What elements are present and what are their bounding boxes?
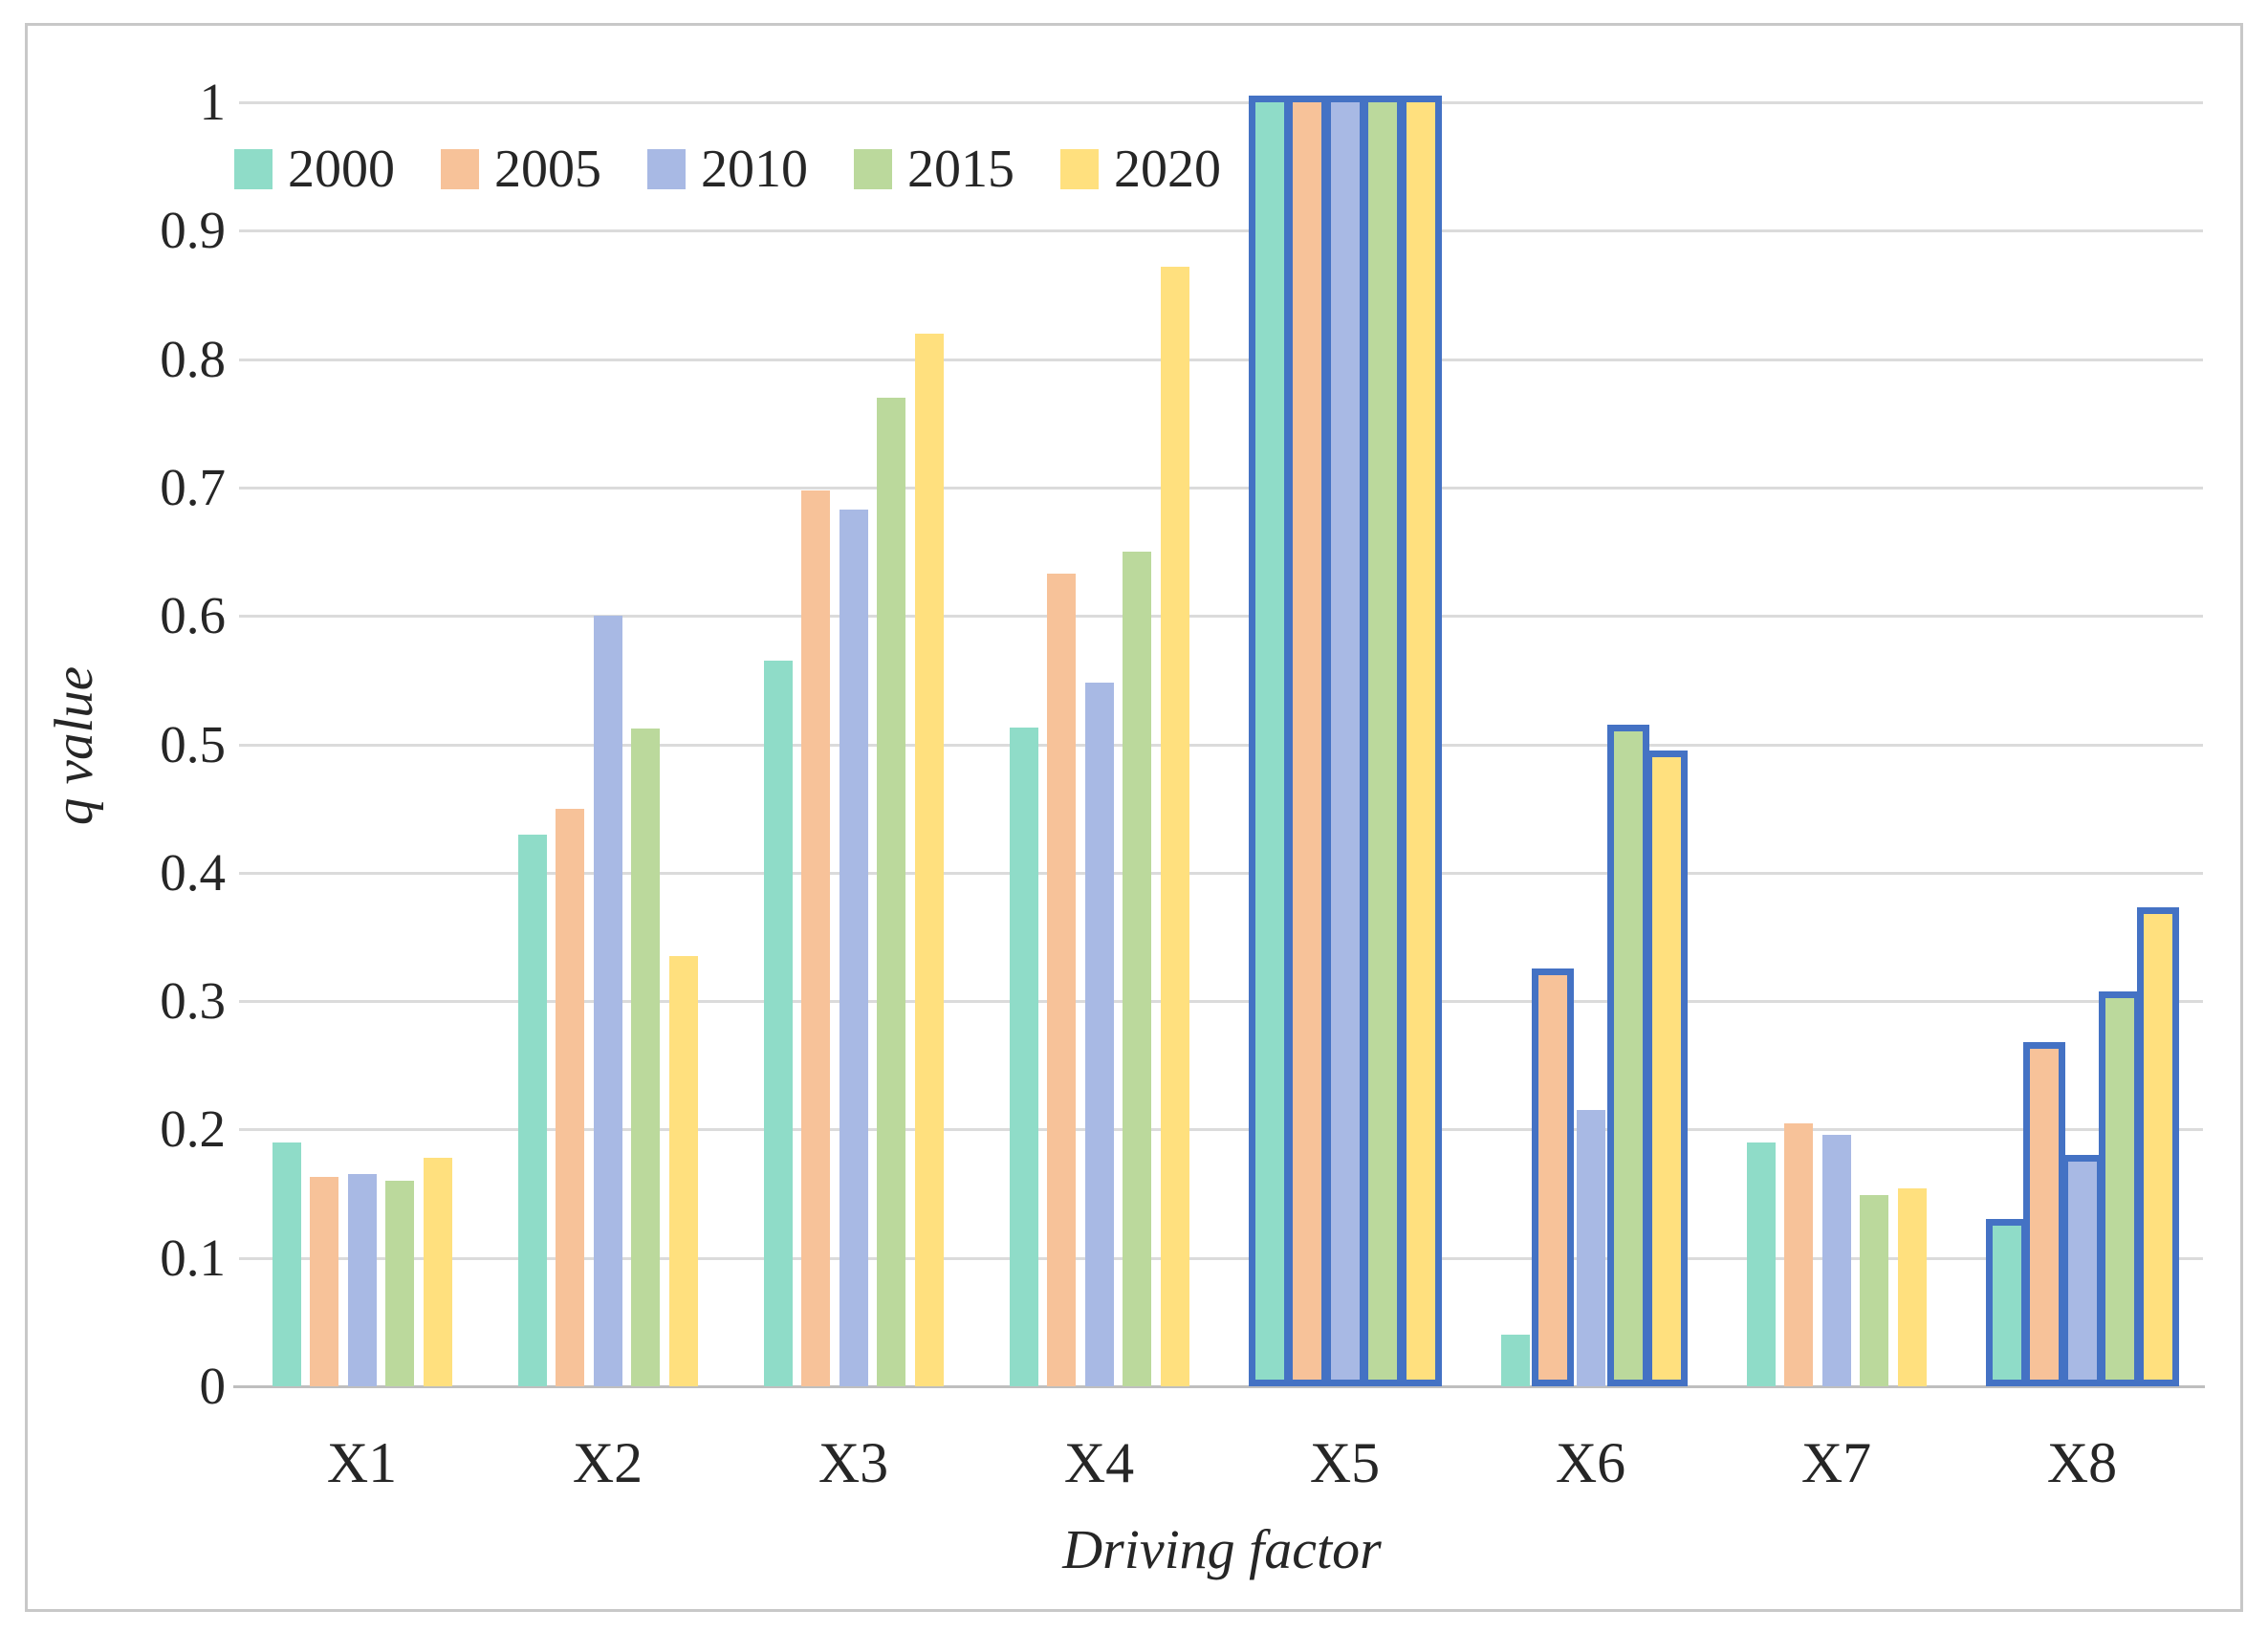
legend-swatch-2000 — [234, 149, 273, 189]
legend: 2000 2005 2010 2015 2020 — [234, 140, 1221, 199]
figure-frame — [25, 23, 2243, 1612]
legend-item-2000: 2000 — [234, 140, 395, 199]
x-axis-title: Driving factor — [1062, 1518, 1382, 1580]
legend-swatch-2020 — [1060, 149, 1099, 189]
legend-label-2005: 2005 — [494, 140, 601, 199]
y-axis-title: q value — [44, 665, 104, 826]
legend-item-2010: 2010 — [647, 140, 808, 199]
legend-item-2005: 2005 — [441, 140, 601, 199]
legend-swatch-2005 — [441, 149, 479, 189]
legend-swatch-2015 — [854, 149, 892, 189]
legend-label-2000: 2000 — [288, 140, 395, 199]
legend-label-2010: 2010 — [701, 140, 808, 199]
legend-item-2015: 2015 — [854, 140, 1014, 199]
legend-item-2020: 2020 — [1060, 140, 1221, 199]
legend-swatch-2010 — [647, 149, 686, 189]
legend-label-2020: 2020 — [1114, 140, 1221, 199]
legend-label-2015: 2015 — [907, 140, 1014, 199]
